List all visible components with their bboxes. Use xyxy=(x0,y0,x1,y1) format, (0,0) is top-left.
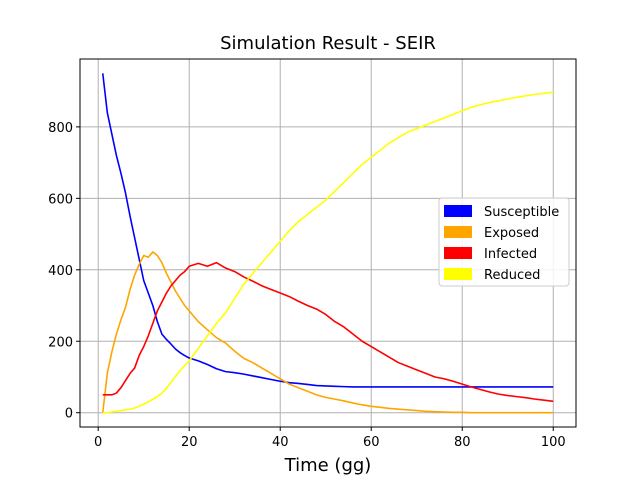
y-axis-ticks: 0 200 400 600 800 xyxy=(48,121,80,422)
series-line-reduced xyxy=(102,91,554,414)
y-tick-label: 600 xyxy=(48,192,73,207)
x-tick-label: 80 xyxy=(454,435,471,450)
legend-swatch-susceptible xyxy=(444,205,472,217)
legend-swatch-infected xyxy=(444,247,472,259)
legend: Susceptible Exposed Infected Reduced xyxy=(438,197,570,287)
legend-swatch-exposed xyxy=(444,226,472,238)
series-line-infected xyxy=(102,261,554,403)
legend-box xyxy=(438,197,570,287)
legend-label-susceptible: Susceptible xyxy=(484,205,559,220)
y-tick-label: 0 xyxy=(65,407,73,422)
x-tick-label: 40 xyxy=(272,435,289,450)
series-lines xyxy=(101,73,554,414)
x-axis-title: Time (gg) xyxy=(284,455,372,476)
legend-label-exposed: Exposed xyxy=(484,226,539,241)
series-line-exposed xyxy=(101,251,554,414)
legend-label-infected: Infected xyxy=(484,247,537,262)
y-tick-label: 200 xyxy=(48,335,73,350)
legend-label-reduced: Reduced xyxy=(484,268,540,283)
x-tick-label: 20 xyxy=(181,435,198,450)
x-tick-label: 60 xyxy=(363,435,380,450)
y-tick-label: 800 xyxy=(48,121,73,136)
legend-swatch-reduced xyxy=(444,268,472,280)
y-tick-label: 400 xyxy=(48,264,73,279)
x-tick-label: 0 xyxy=(94,435,102,450)
x-tick-label: 100 xyxy=(541,435,566,450)
plot-frame xyxy=(79,58,577,428)
x-axis-ticks: 0 20 40 60 80 100 xyxy=(94,427,566,450)
chart-title: Simulation Result - SEIR xyxy=(220,33,436,54)
